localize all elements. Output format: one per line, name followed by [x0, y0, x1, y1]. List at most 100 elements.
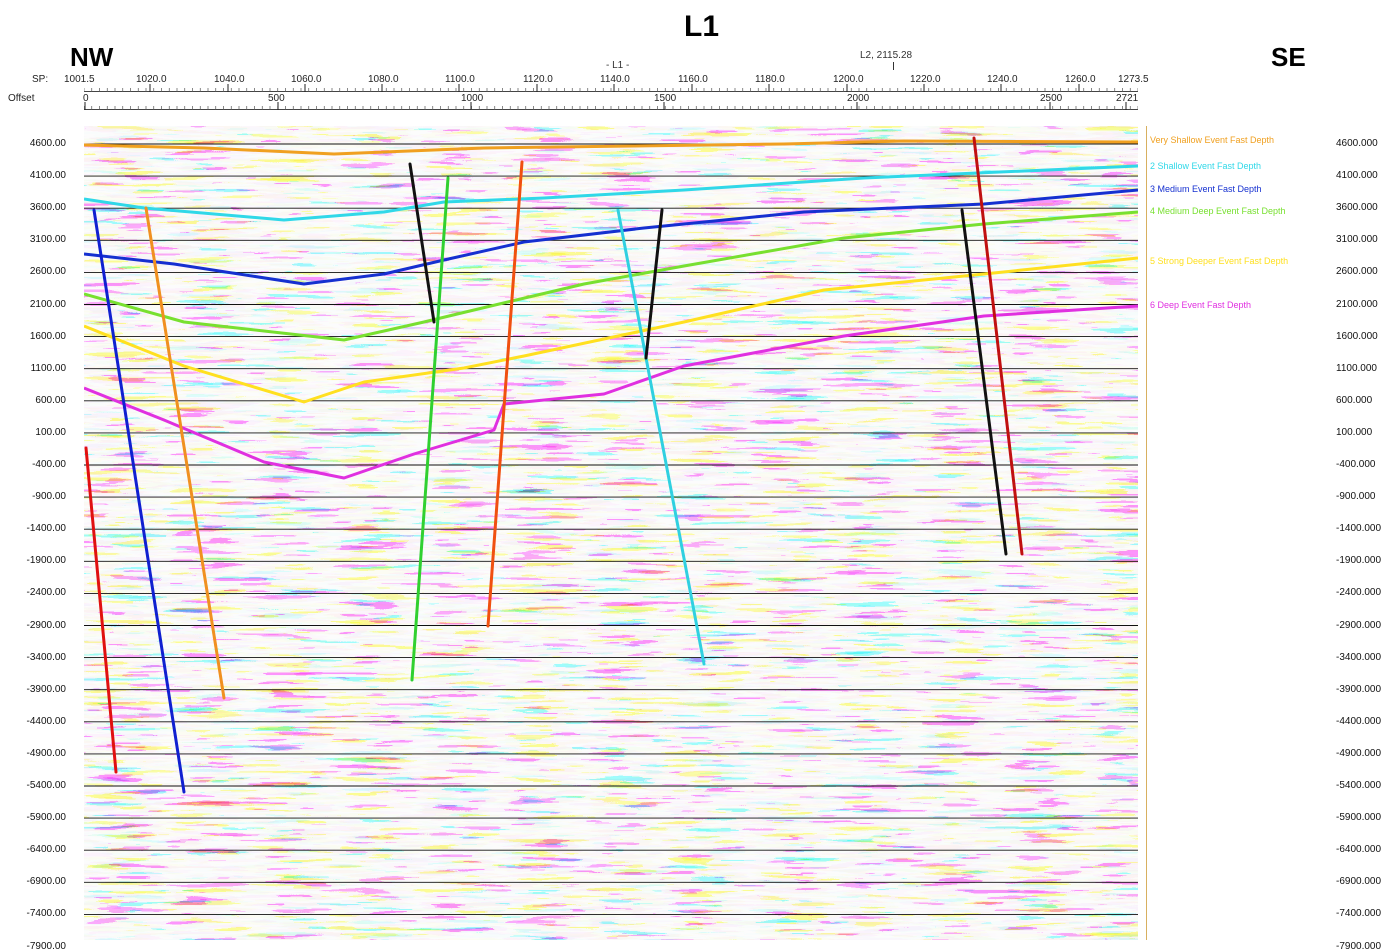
depth-label-right: -6900.000 [1336, 876, 1382, 888]
sp-tick-label: 1140.0 [600, 74, 630, 85]
depth-label-left: -3400.00 [26, 651, 66, 663]
sp-tick-label: 1220.0 [910, 74, 941, 85]
depth-label-left: -7900.00 [26, 940, 66, 952]
sp-tick-label: 1273.5 [1118, 74, 1149, 85]
legend-item: 5 Strong Deeper Event Fast Depth [1150, 256, 1289, 266]
fault-black-3 [960, 208, 1008, 556]
fault-red-left [84, 446, 118, 774]
legend-item: 6 Deep Event Fast Depth [1150, 300, 1252, 310]
sp-tick-label: 1100.0 [445, 74, 475, 85]
section-title: L1 [684, 10, 720, 43]
offset-tick-label: 500 [268, 93, 285, 104]
depth-label-right: -2400.000 [1336, 587, 1382, 599]
depth-label-left: -4900.00 [26, 747, 66, 759]
legend-item: 4 Medium Deep Event Fast Depth [1150, 206, 1286, 216]
depth-label-left: -7400.00 [26, 908, 66, 920]
depth-label-right: 600.000 [1336, 394, 1373, 406]
sp-tick-label: 1040.0 [214, 74, 245, 85]
depth-label-left: 4100.00 [29, 170, 66, 182]
depth-label-left: -4400.00 [26, 715, 66, 727]
direction-se-label: SE [1271, 42, 1306, 72]
horizon-line [84, 256, 1138, 404]
depth-label-right: 100.000 [1336, 426, 1373, 438]
sp-tick-label: 1060.0 [291, 74, 322, 85]
offset-tick-label: 2000 [847, 93, 870, 104]
depth-label-left: 2600.00 [29, 266, 66, 278]
depth-label-right: -1900.000 [1336, 555, 1382, 567]
depth-label-right: -4400.000 [1336, 715, 1382, 727]
horizon-line [84, 210, 1138, 342]
depth-label-left: 600.00 [35, 394, 66, 406]
offset-tick-label: 1500 [654, 93, 677, 104]
legend-item: 2 Shallow Event Fast Depth [1150, 161, 1262, 171]
offset-tick-label: 2721 [1116, 93, 1139, 104]
legend-item: 3 Medium Event Fast Depth [1150, 184, 1262, 194]
depth-label-left: 2100.00 [29, 298, 66, 310]
depth-label-right: 1600.000 [1336, 330, 1378, 342]
sp-tick-label: 1020.0 [136, 74, 167, 85]
fault-black-1 [408, 162, 436, 324]
sp-tick-label: 1080.0 [368, 74, 399, 85]
depth-label-right: -5900.000 [1336, 812, 1382, 824]
horizon-line [84, 139, 1138, 156]
fault-blue [92, 208, 186, 794]
depth-gridlines [84, 143, 1138, 915]
depth-label-right: 4600.000 [1336, 138, 1378, 149]
horizon-lines [84, 139, 1138, 480]
depth-label-right: -3400.000 [1336, 651, 1382, 663]
depth-label-right: -400.000 [1336, 459, 1376, 470]
horizon-line [84, 188, 1138, 286]
depth-label-right: 1100.000 [1336, 362, 1377, 374]
sp-tick-label: 1260.0 [1065, 74, 1096, 85]
depth-label-right: -6400.000 [1336, 844, 1382, 856]
depth-label-left: -400.00 [32, 459, 66, 470]
horizon-line [84, 164, 1138, 222]
depth-label-left: -1900.00 [26, 555, 66, 567]
crossing-line-marker: L2, 2115.28 [860, 50, 913, 61]
sp-tick-label: 1200.0 [833, 74, 864, 85]
seismic-amplitude [84, 126, 1138, 940]
sp-tick-label: 1001.5 [64, 74, 95, 85]
depth-label-left: 100.00 [35, 426, 66, 438]
depth-label-right: -5400.000 [1336, 780, 1382, 791]
depth-label-left: -2400.00 [26, 587, 66, 599]
direction-nw-label: NW [70, 42, 114, 72]
depth-label-right: 2100.000 [1336, 298, 1378, 310]
depth-label-right: -7400.000 [1336, 908, 1382, 920]
current-line-marker: - L1 - [606, 60, 630, 71]
depth-label-left: 1600.00 [29, 330, 66, 342]
offset-tick-label: 0 [83, 93, 89, 104]
depth-label-right: 4100.000 [1336, 170, 1378, 182]
depth-label-left: -5900.00 [26, 812, 66, 824]
depth-label-left: 1100.00 [30, 362, 66, 374]
depth-label-right: 3100.000 [1336, 234, 1378, 246]
sp-axis-label: SP: [32, 74, 49, 85]
offset-tick-label: 2500 [1040, 93, 1063, 104]
depth-label-left: 3600.00 [29, 202, 66, 214]
fault-orange-right [486, 160, 524, 628]
depth-label-left: -6400.00 [26, 844, 66, 856]
sp-tick-label: 1120.0 [523, 74, 553, 85]
depth-label-right: -4900.000 [1336, 747, 1382, 759]
fault-red-right [972, 136, 1024, 556]
depth-label-left: 4600.00 [29, 138, 66, 149]
sp-tick-label: 1160.0 [678, 74, 708, 85]
depth-label-right: -7900.000 [1336, 940, 1382, 952]
horizon-line [84, 304, 1138, 480]
fault-green [410, 176, 450, 682]
depth-label-left: -3900.00 [26, 683, 66, 695]
depth-label-right: 2600.000 [1336, 266, 1378, 278]
fault-cyan [616, 208, 706, 666]
seismic-section[interactable] [84, 126, 1138, 940]
offset-ruler [84, 102, 1138, 110]
crossing-line-tick [893, 62, 894, 70]
depth-label-left: 3100.00 [29, 234, 66, 246]
depth-label-right: -2900.000 [1336, 619, 1382, 631]
legend-item: Very Shallow Event Fast Depth [1150, 135, 1275, 145]
fault-orange-left [144, 206, 226, 700]
offset-axis-label: Offset [8, 93, 35, 104]
depth-label-left: -900.00 [32, 491, 66, 503]
depth-label-right: -900.000 [1336, 491, 1376, 503]
sp-tick-label: 1180.0 [755, 74, 785, 85]
legend-divider [1146, 126, 1147, 940]
